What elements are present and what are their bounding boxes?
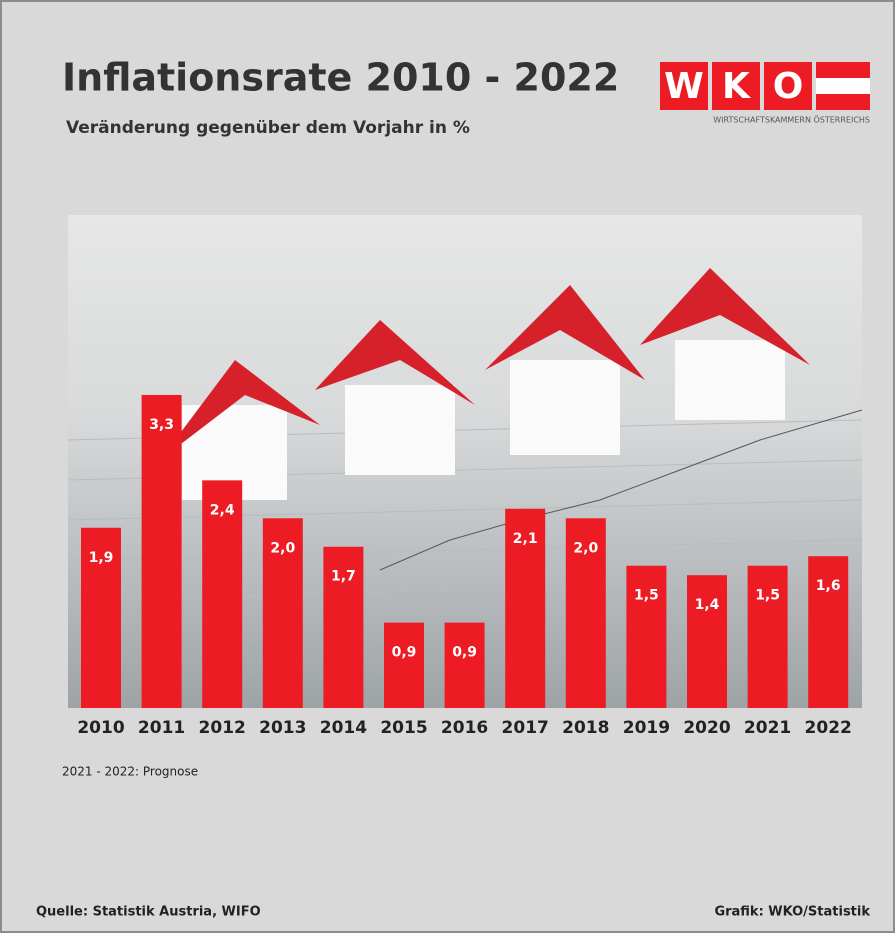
value-label: 1,4	[695, 597, 720, 613]
bar	[687, 575, 727, 708]
value-label: 2,0	[270, 540, 295, 556]
logo-tagline: WIRTSCHAFTSKAMMERN ÖSTERREICHS	[713, 115, 870, 125]
value-label: 3,3	[149, 417, 174, 433]
bar	[323, 546, 364, 708]
bar	[505, 508, 546, 708]
value-label: 1,6	[816, 578, 841, 594]
x-tick-label: 2017	[502, 718, 549, 738]
value-label: 1,7	[331, 569, 356, 585]
value-label: 2,0	[573, 540, 598, 556]
value-label: 1,5	[755, 588, 780, 604]
x-tick-label: 2011	[138, 718, 185, 738]
bar	[565, 518, 606, 708]
x-tick-label: 2015	[380, 718, 427, 738]
value-label: 2,4	[210, 502, 235, 518]
value-label: 2,1	[513, 531, 538, 547]
x-tick-label: 2014	[320, 718, 367, 738]
bar	[202, 480, 243, 708]
bar	[384, 622, 424, 708]
bar	[262, 518, 303, 708]
x-tick-label: 2021	[744, 718, 791, 738]
bar	[444, 622, 485, 708]
x-tick-label: 2013	[259, 718, 306, 738]
x-tick-label: 2022	[805, 718, 852, 738]
logo: W K O WIRTSCHAFTSKAMMERN ÖSTERREICHS	[660, 62, 870, 125]
note: 2021 - 2022: Prognose	[62, 765, 198, 779]
logo-letter: K	[722, 66, 751, 107]
credit: Grafik: WKO/Statistik	[714, 905, 870, 920]
bar	[747, 565, 788, 708]
logo-letter: W	[664, 66, 704, 107]
chart-subtitle: Veränderung gegenüber dem Vorjahr in %	[66, 118, 470, 138]
x-tick-label: 2020	[683, 718, 730, 738]
x-tick-label: 2016	[441, 718, 488, 738]
logo-letter: O	[773, 66, 804, 107]
bar	[626, 565, 667, 708]
x-tick-label: 2019	[623, 718, 670, 738]
bar	[81, 527, 121, 708]
x-tick-label: 2010	[77, 718, 124, 738]
value-label: 0,9	[452, 645, 477, 661]
x-tick-label: 2012	[199, 718, 246, 738]
bar	[808, 556, 849, 708]
houses	[160, 268, 810, 500]
chart-title: Inflationsrate 2010 - 2022	[62, 56, 619, 100]
bar	[141, 394, 182, 708]
value-label: 1,9	[89, 550, 114, 566]
source: Quelle: Statistik Austria, WIFO	[36, 905, 261, 920]
value-label: 1,5	[634, 588, 659, 604]
x-tick-label: 2018	[562, 718, 609, 738]
value-label: 0,9	[392, 645, 417, 661]
